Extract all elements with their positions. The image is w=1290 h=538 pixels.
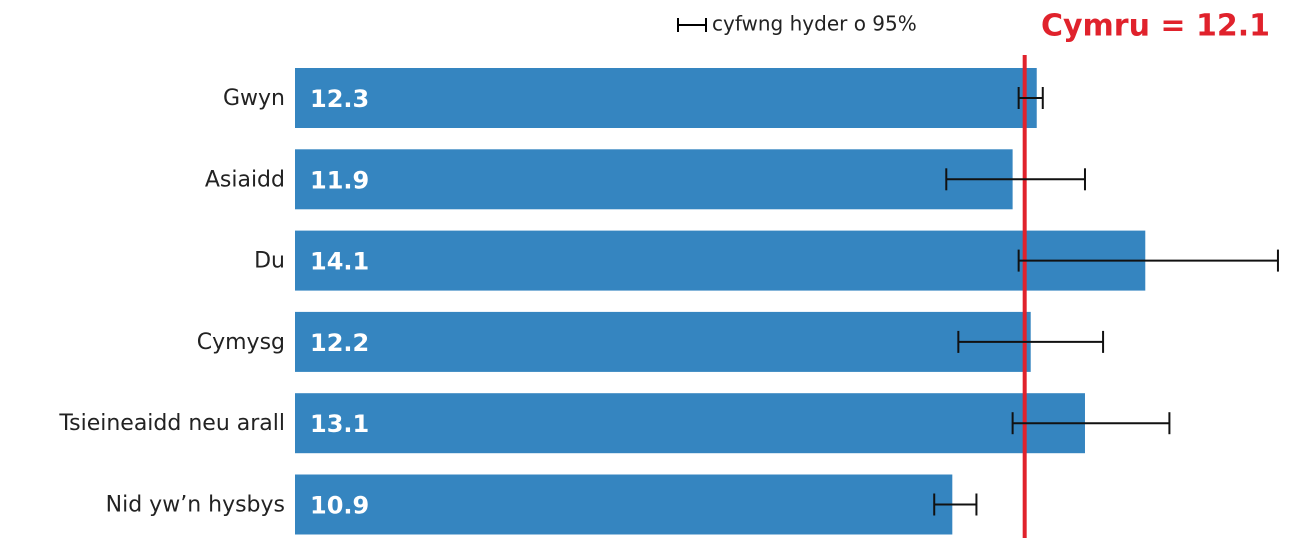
bar [295, 149, 1013, 210]
value-label: 12.2 [310, 329, 369, 357]
bar [295, 393, 1085, 454]
value-label: 10.9 [310, 492, 369, 520]
value-label: 13.1 [310, 410, 369, 438]
value-label: 14.1 [310, 248, 369, 276]
y-tick-label: Nid yw’n hysbys [106, 493, 285, 518]
y-tick-label: Tsieineaidd neu arall [58, 411, 285, 436]
reference-label: Cymru = 12.1 [1041, 9, 1270, 44]
bar [295, 68, 1037, 128]
bar [295, 474, 953, 535]
bar [295, 230, 1146, 291]
value-label: 12.3 [310, 85, 369, 113]
y-tick-label: Du [254, 249, 285, 274]
bar [295, 311, 1031, 372]
y-tick-label: Gwyn [223, 86, 285, 111]
value-label: 11.9 [310, 166, 369, 194]
y-tick-label: Asiaidd [205, 167, 285, 192]
y-tick-label: Cymysg [197, 330, 285, 355]
legend-label: cyfwng hyder o 95% [712, 12, 917, 36]
